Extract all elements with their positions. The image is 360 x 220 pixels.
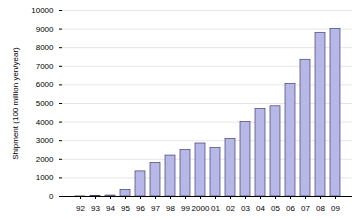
svg-text:6000: 6000 xyxy=(36,80,54,89)
svg-text:2000: 2000 xyxy=(192,204,210,213)
svg-text:98: 98 xyxy=(166,204,175,213)
svg-text:92: 92 xyxy=(76,204,85,213)
svg-text:7000: 7000 xyxy=(36,62,54,71)
svg-text:9000: 9000 xyxy=(36,25,54,34)
svg-text:93: 93 xyxy=(91,204,100,213)
svg-text:3000: 3000 xyxy=(36,136,54,145)
svg-text:05: 05 xyxy=(271,204,280,213)
svg-text:01: 01 xyxy=(211,204,220,213)
svg-text:10000: 10000 xyxy=(31,6,54,15)
svg-text:04: 04 xyxy=(256,204,265,213)
svg-text:09: 09 xyxy=(331,204,340,213)
svg-text:08: 08 xyxy=(316,204,325,213)
svg-text:03: 03 xyxy=(241,204,250,213)
svg-text:Shipment (100 million yen/year: Shipment (100 million yen/year) xyxy=(11,47,20,160)
svg-text:4000: 4000 xyxy=(36,118,54,127)
svg-text:8000: 8000 xyxy=(36,43,54,52)
svg-text:2000: 2000 xyxy=(36,155,54,164)
svg-text:1000: 1000 xyxy=(36,173,54,182)
svg-text:96: 96 xyxy=(136,204,145,213)
svg-text:99: 99 xyxy=(181,204,190,213)
svg-text:97: 97 xyxy=(151,204,160,213)
svg-text:94: 94 xyxy=(106,204,115,213)
svg-text:07: 07 xyxy=(301,204,310,213)
svg-text:0: 0 xyxy=(49,192,54,201)
svg-text:06: 06 xyxy=(286,204,295,213)
svg-text:5000: 5000 xyxy=(36,99,54,108)
svg-text:95: 95 xyxy=(121,204,130,213)
svg-text:02: 02 xyxy=(226,204,235,213)
